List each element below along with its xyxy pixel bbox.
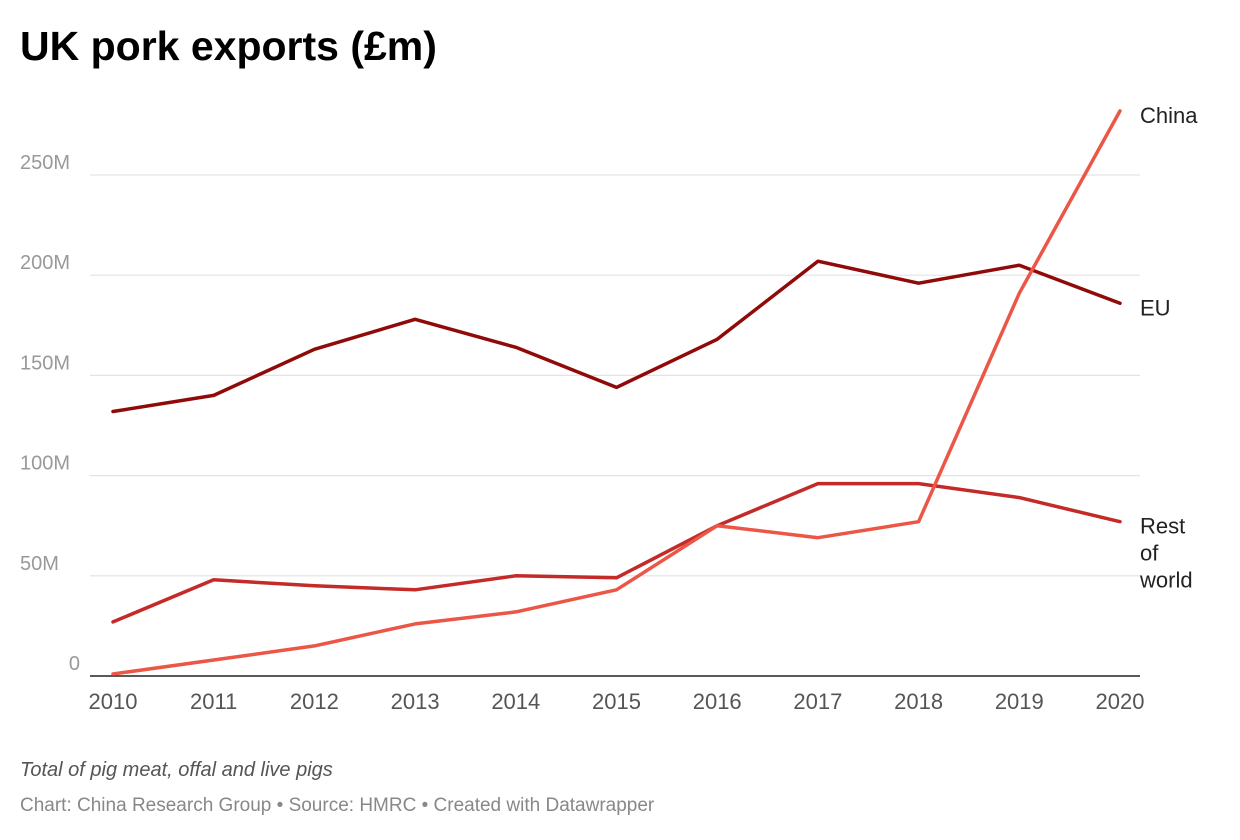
x-tick-label: 2013 — [391, 689, 440, 714]
x-tick-label: 2016 — [693, 689, 742, 714]
x-tick-label: 2014 — [491, 689, 540, 714]
chart-title: UK pork exports (£m) — [20, 23, 437, 69]
x-tick-label: 2012 — [290, 689, 339, 714]
series-labels: EU Rest of world China — [1139, 103, 1198, 593]
series-label-line: China — [1140, 103, 1198, 128]
x-tick-label: 2018 — [894, 689, 943, 714]
y-tick-label: 150M — [20, 352, 70, 374]
x-tick-label: 2011 — [190, 689, 237, 714]
y-tick-label: 200M — [20, 252, 70, 274]
gridlines — [90, 174, 1140, 677]
series-label-eu: EU — [1140, 295, 1171, 320]
series-label-rest-of-world: Rest of world — [1139, 514, 1193, 593]
series-lines — [111, 109, 1122, 676]
x-tick-label: 2020 — [1096, 689, 1145, 714]
series-label-line: of — [1140, 541, 1159, 566]
x-axis: 2010 2011 2012 2013 2014 2015 2016 2017 2018 2019… — [89, 689, 1145, 714]
series-label-china: China — [1140, 103, 1198, 128]
footer-separator: • — [421, 795, 429, 816]
created-with: Created with Datawrapper — [433, 795, 655, 816]
x-tick-label: 2019 — [995, 689, 1044, 714]
footer-separator: • — [276, 795, 284, 816]
series-line-eu — [111, 259, 1122, 414]
chart-notes: Total of pig meat, offal and live pigs — [20, 759, 333, 781]
series-line-china — [111, 109, 1122, 676]
chart-credit: Chart: China Research Group — [20, 795, 272, 816]
series-label-line: Rest — [1140, 514, 1185, 539]
x-tick-label: 2010 — [89, 689, 138, 714]
x-tick-label: 2017 — [793, 689, 842, 714]
y-tick-label: 0 — [69, 653, 80, 675]
y-axis: 0 50M 100M 150M 200M 250M — [20, 152, 80, 675]
y-tick-label: 100M — [20, 453, 70, 475]
y-tick-label: 50M — [20, 553, 59, 575]
source-note: Source: HMRC — [288, 795, 417, 816]
y-tick-label: 250M — [20, 152, 70, 174]
footer: Chart: China Research Group • Source: HM… — [20, 793, 654, 819]
series-label-line: EU — [1140, 295, 1171, 320]
series-line-rest-of-world — [111, 481, 1122, 624]
series-label-line: world — [1139, 568, 1193, 593]
x-tick-label: 2015 — [592, 689, 641, 714]
